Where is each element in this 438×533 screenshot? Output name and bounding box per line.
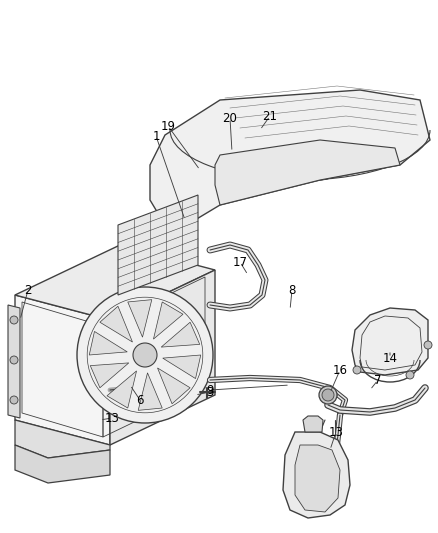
- Polygon shape: [150, 90, 430, 225]
- Text: 2: 2: [24, 284, 32, 296]
- Text: 7: 7: [374, 374, 382, 386]
- Polygon shape: [15, 245, 215, 320]
- Polygon shape: [138, 373, 162, 410]
- Text: 13: 13: [328, 425, 343, 439]
- Polygon shape: [118, 195, 198, 295]
- Polygon shape: [158, 368, 190, 404]
- Polygon shape: [352, 308, 428, 375]
- Polygon shape: [8, 305, 20, 418]
- Circle shape: [133, 343, 157, 367]
- Text: 8: 8: [288, 284, 296, 296]
- Polygon shape: [295, 445, 340, 512]
- Polygon shape: [161, 322, 200, 347]
- Polygon shape: [215, 140, 400, 205]
- Polygon shape: [15, 420, 110, 458]
- Text: 16: 16: [332, 364, 347, 376]
- Circle shape: [322, 389, 334, 401]
- Text: 21: 21: [262, 109, 278, 123]
- Text: 3: 3: [206, 385, 214, 399]
- Polygon shape: [89, 332, 127, 355]
- Text: 14: 14: [382, 351, 398, 365]
- Polygon shape: [283, 432, 350, 518]
- Polygon shape: [15, 295, 110, 445]
- Text: 6: 6: [136, 393, 144, 407]
- Circle shape: [10, 356, 18, 364]
- Polygon shape: [15, 445, 110, 483]
- Polygon shape: [303, 416, 323, 432]
- Polygon shape: [110, 270, 215, 445]
- Circle shape: [424, 341, 432, 349]
- Circle shape: [353, 366, 361, 374]
- Text: 20: 20: [223, 111, 237, 125]
- Circle shape: [10, 316, 18, 324]
- Circle shape: [77, 287, 213, 423]
- Polygon shape: [128, 300, 152, 337]
- Polygon shape: [100, 306, 133, 342]
- Text: 13: 13: [105, 411, 120, 424]
- Polygon shape: [153, 302, 183, 339]
- Circle shape: [406, 371, 414, 379]
- Text: 19: 19: [160, 119, 176, 133]
- Polygon shape: [107, 371, 137, 408]
- Polygon shape: [163, 355, 201, 378]
- Text: 9: 9: [206, 384, 214, 397]
- Text: 1: 1: [152, 130, 160, 142]
- Circle shape: [319, 386, 337, 404]
- Polygon shape: [90, 363, 129, 388]
- Text: 17: 17: [233, 255, 247, 269]
- Circle shape: [10, 396, 18, 404]
